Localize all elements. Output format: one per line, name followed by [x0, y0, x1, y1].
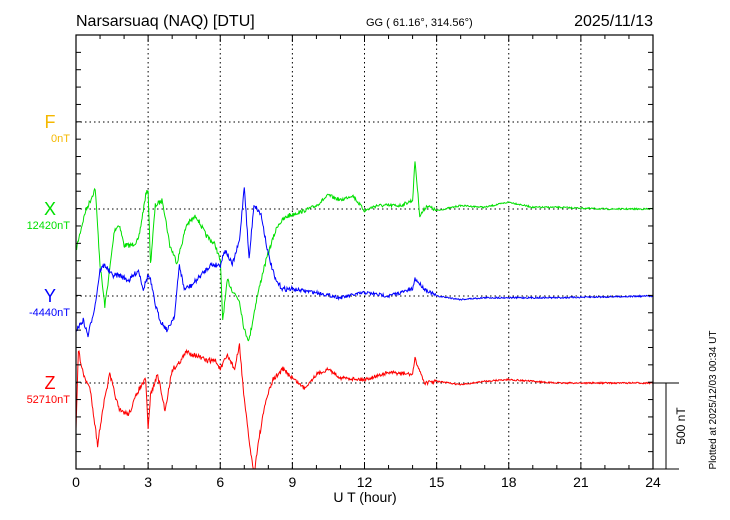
series-group: [75, 161, 654, 470]
x-tick-label: 24: [645, 474, 661, 490]
grid: [76, 35, 653, 469]
x-tick-labels: 0 3 6 9 12 15 18 21 24: [72, 474, 661, 490]
scale-bar-label: 500 nT: [674, 407, 688, 445]
series-line-x: [75, 161, 654, 342]
component-name-f: F: [45, 112, 56, 132]
component-baseline-y: -4440nT: [29, 307, 70, 319]
component-baseline-x: 12420nT: [27, 220, 71, 232]
component-name-z: Z: [45, 373, 56, 393]
axis-ticks: [75, 34, 654, 470]
x-tick-label: 3: [144, 474, 152, 490]
component-baseline-f: 0nT: [51, 133, 70, 145]
x-axis-label: U T (hour): [333, 489, 396, 505]
series-line-y: [75, 187, 654, 338]
component-baseline-z: 52710nT: [27, 394, 71, 406]
station-title: Narsarsuaq (NAQ) [DTU]: [76, 13, 255, 30]
plot-date: 2025/11/13: [574, 13, 653, 30]
geo-coordinates: GG ( 61.16°, 314.56°): [366, 17, 473, 29]
x-tick-label: 6: [216, 474, 224, 490]
x-tick-label: 18: [501, 474, 517, 490]
x-tick-label: 9: [288, 474, 296, 490]
plotted-timestamp: Plotted at 2025/12/03 00:34 UT: [708, 331, 719, 470]
x-tick-label: 15: [429, 474, 445, 490]
x-tick-label: 0: [72, 474, 80, 490]
component-name-x: X: [44, 199, 56, 219]
scale-bar: 500 nT: [653, 382, 688, 470]
series-line-z: [75, 343, 654, 470]
x-tick-label: 12: [357, 474, 373, 490]
x-tick-label: 21: [573, 474, 589, 490]
component-name-y: Y: [44, 286, 56, 306]
